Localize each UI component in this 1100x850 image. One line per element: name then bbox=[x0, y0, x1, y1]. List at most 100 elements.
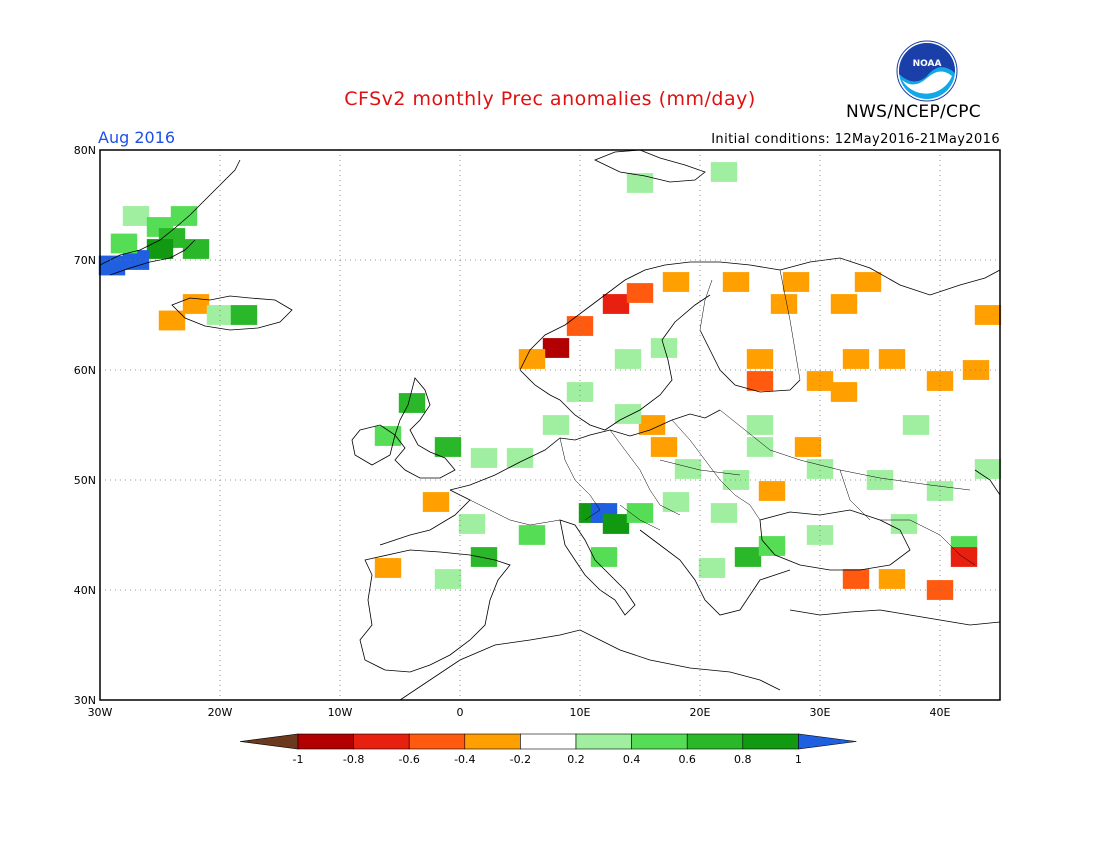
anomaly-cell bbox=[650, 437, 678, 457]
anomaly-cell bbox=[722, 272, 750, 292]
colorbar-segment bbox=[297, 733, 354, 750]
anomaly-cell bbox=[566, 382, 594, 402]
anomaly-cell bbox=[434, 569, 462, 589]
anomaly-cell bbox=[698, 558, 726, 578]
colorbar-label: 1 bbox=[795, 753, 802, 766]
anomaly-cell bbox=[614, 349, 642, 369]
anomaly-cell bbox=[782, 272, 810, 292]
anomaly-cell bbox=[758, 536, 786, 556]
colorbar-segment bbox=[464, 733, 521, 750]
colorbar-segment bbox=[353, 733, 410, 750]
chart-title: CFSv2 monthly Prec anomalies (mm/day) bbox=[344, 88, 756, 110]
anomaly-cell bbox=[158, 310, 186, 331]
anomaly-cell bbox=[746, 349, 774, 369]
anomaly-cell bbox=[122, 206, 150, 226]
logo-text: NOAA bbox=[913, 59, 942, 69]
axis-ticks: 30W 20W 10W 0 10E 20E 30E 40E 80N 70N 60N 50N 40N 30N bbox=[74, 144, 951, 719]
anomaly-cell bbox=[878, 569, 906, 589]
anomaly-cell bbox=[542, 338, 570, 358]
anomaly-cell bbox=[746, 371, 774, 391]
anomaly-cell bbox=[542, 415, 570, 435]
anomaly-cell bbox=[878, 349, 906, 369]
anomaly-cell bbox=[806, 459, 834, 479]
anomaly-cell bbox=[506, 448, 534, 468]
anomaly-cell bbox=[458, 514, 486, 534]
colorbar-segment bbox=[631, 733, 688, 750]
lon-tick-label: 30W bbox=[88, 706, 113, 719]
agency-label: NWS/NCEP/CPC bbox=[846, 102, 981, 122]
colorbar-segment bbox=[686, 733, 744, 750]
colorbar-label: 0.8 bbox=[734, 753, 752, 766]
anomaly-cell bbox=[626, 283, 654, 303]
colorbar-label: -0.6 bbox=[398, 753, 419, 766]
anomaly-cell bbox=[518, 349, 546, 369]
anomaly-cell bbox=[110, 233, 138, 254]
colorbar-segment bbox=[520, 733, 577, 750]
colorbar-label: -0.4 bbox=[454, 753, 475, 766]
anomaly-cell bbox=[746, 415, 774, 435]
colorbar-segment bbox=[575, 733, 632, 750]
lon-tick-label: 20E bbox=[690, 706, 711, 719]
colorbar-label: -0.8 bbox=[343, 753, 364, 766]
lon-tick-label: 40E bbox=[930, 706, 951, 719]
anomaly-cell bbox=[734, 547, 762, 567]
anomaly-cell bbox=[146, 239, 174, 259]
anomaly-cell bbox=[662, 492, 690, 512]
lon-tick-label: 10E bbox=[570, 706, 591, 719]
anomaly-cell bbox=[674, 459, 702, 479]
anomaly-cell bbox=[842, 349, 870, 369]
forecast-month: Aug 2016 bbox=[98, 128, 176, 147]
anomaly-cell bbox=[842, 569, 870, 589]
colorbar-over-triangle bbox=[798, 733, 857, 750]
anomaly-cell bbox=[626, 173, 654, 193]
lat-tick-label: 80N bbox=[74, 144, 96, 157]
anomaly-cell bbox=[182, 239, 210, 259]
lat-tick-label: 50N bbox=[74, 474, 96, 487]
noaa-logo: NOAA bbox=[896, 40, 958, 102]
colorbar-segment bbox=[408, 733, 466, 750]
anomaly-cell bbox=[794, 437, 822, 457]
lat-tick-label: 70N bbox=[74, 254, 96, 267]
anomaly-cell bbox=[470, 547, 498, 567]
lon-tick-label: 0 bbox=[457, 706, 464, 719]
anomaly-cell bbox=[626, 503, 654, 523]
anomaly-cell bbox=[746, 437, 774, 457]
anomaly-cell bbox=[470, 448, 498, 468]
anomaly-cell bbox=[98, 255, 126, 276]
anomaly-cell bbox=[230, 305, 258, 325]
anomaly-cell bbox=[602, 294, 630, 314]
anomaly-cell bbox=[434, 437, 462, 457]
anomaly-cell bbox=[518, 525, 546, 545]
anomaly-cell bbox=[398, 393, 426, 413]
lat-tick-label: 40N bbox=[74, 584, 96, 597]
anomaly-cell bbox=[710, 503, 738, 523]
lon-tick-label: 30E bbox=[810, 706, 831, 719]
anomaly-cell bbox=[638, 415, 666, 435]
anomaly-cell bbox=[374, 558, 402, 578]
anomaly-cell bbox=[974, 305, 1002, 325]
colorbar-label: 0.6 bbox=[678, 753, 696, 766]
lat-tick-label: 60N bbox=[74, 364, 96, 377]
anomaly-cell bbox=[758, 481, 786, 501]
lat-tick-label: 30N bbox=[74, 694, 96, 707]
colorbar-label: 0.2 bbox=[567, 753, 585, 766]
colorbar-under-triangle bbox=[239, 733, 299, 750]
initial-conditions: Initial conditions: 12May2016-21May2016 bbox=[711, 132, 1000, 147]
anomaly-cell bbox=[830, 294, 858, 314]
colorbar-label: -0.2 bbox=[510, 753, 531, 766]
lon-tick-label: 10W bbox=[328, 706, 353, 719]
anomaly-cell bbox=[770, 294, 798, 314]
anomaly-cell bbox=[602, 514, 630, 534]
anomaly-cell bbox=[374, 426, 402, 446]
colorbar-label: -1 bbox=[293, 753, 304, 766]
anomaly-cell bbox=[830, 382, 858, 402]
map-frame bbox=[99, 149, 1001, 701]
colorbar-label: 0.4 bbox=[623, 753, 641, 766]
colorbar-segment bbox=[742, 733, 799, 750]
anomaly-cell bbox=[662, 272, 690, 292]
anomaly-cell bbox=[170, 206, 198, 226]
lon-tick-label: 20W bbox=[208, 706, 233, 719]
anomaly-cell bbox=[422, 492, 450, 512]
